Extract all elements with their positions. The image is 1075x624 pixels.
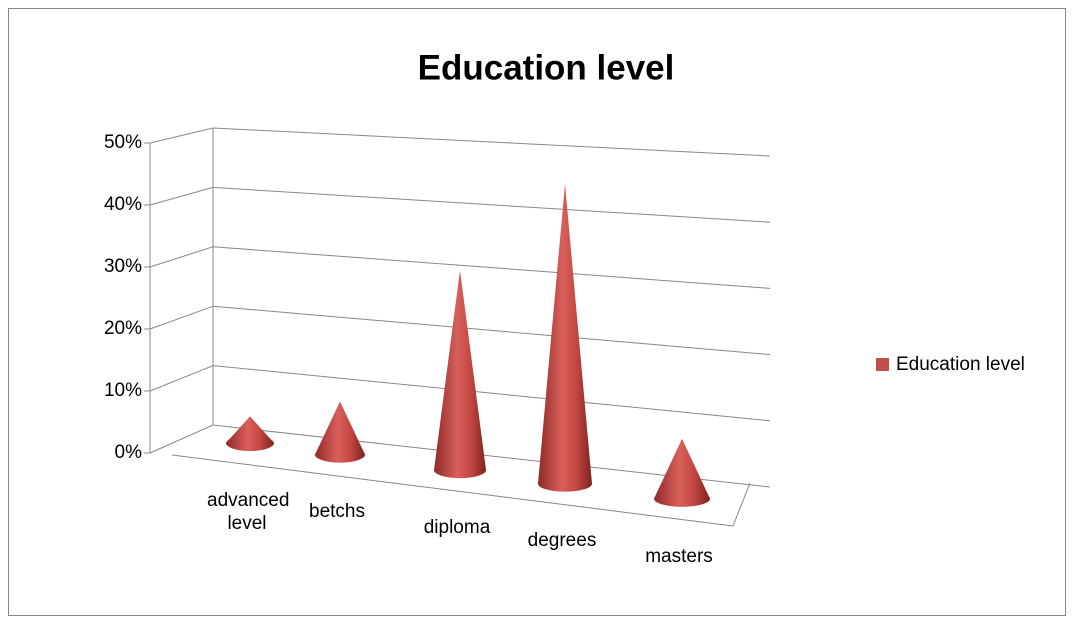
cone	[226, 416, 274, 451]
y-tick-label: 50%	[104, 132, 142, 153]
y-tick-label: 30%	[104, 256, 142, 277]
x-tick-label: degrees	[527, 530, 597, 552]
grid-line	[149, 127, 771, 157]
cone	[654, 438, 710, 507]
x-tick-label: diploma	[423, 516, 491, 538]
legend-swatch	[876, 358, 889, 371]
cone	[538, 183, 592, 492]
y-tick-label: 20%	[104, 318, 142, 339]
cone-body	[315, 401, 365, 463]
y-tick-label: 10%	[104, 380, 142, 401]
cone-body	[434, 270, 486, 479]
x-tick-label: advanced level	[207, 489, 290, 534]
grid-line	[149, 246, 771, 289]
y-tick-label: 40%	[104, 194, 142, 215]
grid-line	[149, 186, 771, 223]
cone-body	[654, 438, 710, 507]
grid-line	[149, 305, 771, 356]
cone-body	[538, 183, 592, 492]
floor-front	[171, 454, 734, 527]
x-tick-label: betchs	[309, 501, 365, 523]
legend-label: Education level	[896, 354, 1025, 375]
cone	[315, 401, 365, 463]
y-tick-label: 0%	[115, 442, 143, 463]
x-tick-label: masters	[645, 545, 713, 567]
floor-side	[732, 482, 751, 527]
cone	[434, 270, 486, 479]
chart-border	[8, 8, 1066, 616]
cone-body	[226, 416, 274, 451]
chart-title: Education level	[418, 48, 675, 87]
